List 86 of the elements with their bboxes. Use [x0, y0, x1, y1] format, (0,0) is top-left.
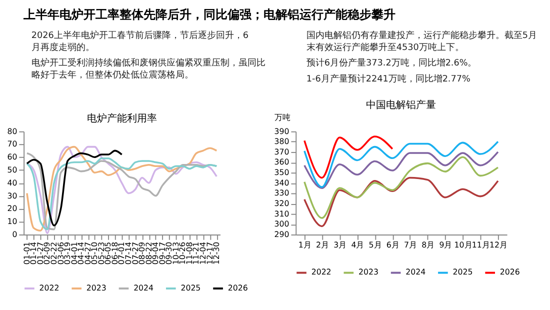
- x-tick-label: 01-14: [29, 242, 38, 265]
- line-series: [26, 150, 123, 226]
- legend-label: 2026: [500, 268, 520, 277]
- x-tick-label: 11月: [472, 240, 490, 250]
- y-tick-label: 30: [7, 191, 18, 200]
- text: 预计6月份产量373.2万吨，同比增2.6%。: [306, 58, 477, 69]
- x-tick-label: 7月: [404, 240, 417, 250]
- x-tick-label: 07-27: [130, 242, 140, 265]
- y-tick-label: 330: [274, 188, 290, 198]
- x-tick-label: 8月: [422, 240, 435, 250]
- y-tick-label: 50: [7, 165, 18, 174]
- y-tick-label: 290: [274, 230, 290, 239]
- x-tick-label: 02-22: [50, 242, 59, 265]
- x-tick-label: 12-30: [212, 242, 222, 265]
- y-tick-label: 60: [7, 152, 18, 162]
- legend-label: 2026: [228, 283, 248, 292]
- y-tick-label: 340: [274, 178, 290, 188]
- legend-label: 2023: [358, 268, 378, 277]
- x-tick-label: 08-22: [144, 242, 154, 265]
- x-tick-label: 4月: [351, 240, 364, 250]
- text: 1-6月产量预计2241万吨，同比增2.77%: [306, 73, 470, 84]
- legend-label: 2024: [406, 268, 426, 277]
- legend-label: 2025: [180, 283, 201, 292]
- x-tick-label: 5月: [368, 240, 382, 250]
- y-tick-label: 0: [12, 230, 18, 239]
- y-tick-label: 300: [274, 220, 290, 229]
- x-tick-label: 3月: [334, 240, 347, 250]
- x-tick-label: 12-17: [205, 242, 214, 265]
- text: 2026上半年电炉开工春节前后骤降，节后逐步回升，6月再度走弱的。: [31, 30, 249, 53]
- line-series: [304, 151, 499, 189]
- x-tick-label: 03-19: [63, 242, 72, 265]
- chart-title: 电炉产能利用率: [86, 112, 157, 125]
- x-tick-label: 11-08: [184, 242, 194, 265]
- y-tick-label: 380: [274, 137, 290, 146]
- y-tick-label: 80: [7, 126, 18, 136]
- y-tick-label: 390: [274, 126, 290, 136]
- x-tick-label: 04-27: [83, 242, 92, 265]
- text: 电炉开工受利润持续偏低和废钢供应偏紧双重压制，虽同比略好于去年，但整体仍处低位震荡格局。: [31, 58, 266, 80]
- x-tick-label: 01-27: [36, 242, 45, 265]
- x-tick-label: 9月: [439, 240, 452, 250]
- x-tick-label: 02-09: [42, 242, 52, 265]
- x-tick-label: 05-10: [90, 242, 100, 265]
- x-tick-label: 10月: [454, 240, 472, 250]
- x-tick-label: 10-13: [171, 242, 180, 265]
- chart-title: 中国电解铝产量: [366, 98, 436, 111]
- x-tick-label: 08-09: [138, 242, 147, 265]
- x-tick-label: 11-21: [192, 242, 201, 265]
- y-tick-label: 10: [7, 217, 18, 226]
- line-series: [304, 156, 499, 219]
- x-tick-label: 09-04: [151, 242, 160, 265]
- x-tick-label: 12月: [489, 240, 508, 250]
- legend-label: 2022: [311, 268, 332, 277]
- x-tick-label: 2月: [316, 240, 330, 250]
- text: 国内电解铝仍有存量建投产，运行产能稳步攀升。截至5月末有效运行产能攀升至4530万吨上下。: [306, 30, 538, 53]
- legend-label: 2025: [452, 268, 473, 277]
- x-tick-label: 04-14: [76, 242, 86, 265]
- x-tick-label: 01-01: [22, 242, 32, 265]
- x-tick-label: 07-01: [117, 242, 126, 265]
- x-tick-label: 06-05: [104, 242, 113, 265]
- y-tick-label: 370: [274, 147, 290, 156]
- legend-label: 2024: [134, 283, 154, 292]
- y-axis-title: 万吨: [274, 113, 291, 122]
- line-series: [304, 136, 394, 179]
- x-tick-label: 04-01: [70, 242, 79, 265]
- y-tick-label: 320: [274, 198, 290, 208]
- x-tick-label: 07-14: [124, 242, 134, 265]
- x-tick-label: 03-06: [56, 242, 66, 265]
- x-tick-label: 12-04: [198, 242, 208, 265]
- x-tick-label: 06-18: [110, 242, 120, 265]
- x-tick-label: 09-17: [158, 242, 167, 265]
- x-tick-label: 05-23: [96, 242, 106, 265]
- text: 上半年电炉开工率整体先降后升，同比偏强；电解铝运行产能稳步攀升: [22, 7, 396, 22]
- line-series: [304, 140, 499, 188]
- y-tick-label: 360: [274, 158, 290, 167]
- y-tick-label: 310: [274, 209, 290, 218]
- x-tick-label: 6月: [386, 240, 400, 250]
- x-tick-label: 10-26: [178, 242, 188, 265]
- y-tick-label: 20: [7, 204, 18, 214]
- y-tick-label: 350: [274, 168, 290, 178]
- x-tick-label: 09-30: [164, 242, 174, 265]
- y-tick-label: 40: [7, 178, 18, 188]
- y-tick-label: 70: [7, 140, 18, 149]
- x-tick-label: 1月: [298, 240, 312, 250]
- line-series: [304, 176, 499, 228]
- legend-label: 2022: [39, 283, 60, 292]
- legend-label: 2023: [86, 283, 106, 292]
